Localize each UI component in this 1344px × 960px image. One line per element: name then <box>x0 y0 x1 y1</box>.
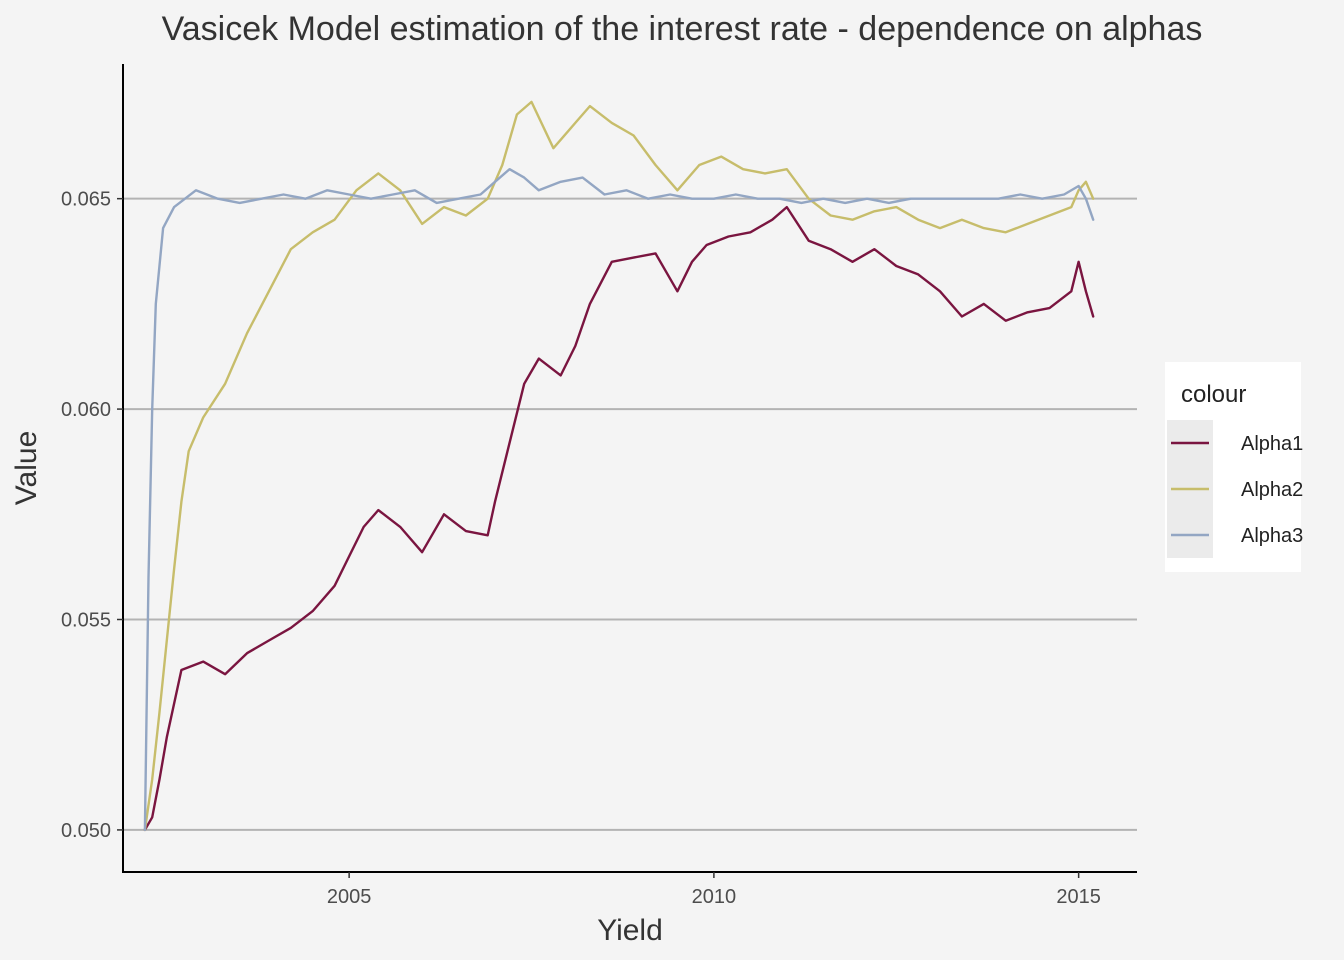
series-line-alpha1 <box>143 205 1095 832</box>
x-tick-label: 2015 <box>1056 886 1101 908</box>
series-line-alpha3 <box>143 167 1095 832</box>
chart-title: Vasicek Model estimation of the interest… <box>162 10 1203 48</box>
legend-items: Alpha1 Alpha2 Alpha3 <box>1167 420 1303 558</box>
legend-label-alpha3: Alpha3 <box>1241 525 1303 547</box>
series-line-alpha2 <box>143 100 1095 832</box>
series-lines <box>143 100 1095 832</box>
x-axis-label: Yield <box>597 914 663 947</box>
y-tick-label: 0.060 <box>61 399 111 421</box>
y-tick-label: 0.065 <box>61 189 111 211</box>
y-ticks: 0.050 0.055 0.060 0.065 <box>61 189 123 842</box>
x-ticks: 2005 2010 2015 <box>327 872 1101 908</box>
legend-label-alpha1: Alpha1 <box>1241 433 1303 455</box>
y-axis-label: Value <box>10 431 43 506</box>
y-tick-label: 0.050 <box>61 820 111 842</box>
x-tick-label: 2005 <box>327 886 372 908</box>
legend-title: colour <box>1181 381 1246 408</box>
x-tick-label: 2010 <box>692 886 737 908</box>
y-tick-label: 0.055 <box>61 610 111 632</box>
legend: colour Alpha1 Alpha2 Alpha3 <box>1165 362 1303 572</box>
legend-label-alpha2: Alpha2 <box>1241 479 1303 501</box>
